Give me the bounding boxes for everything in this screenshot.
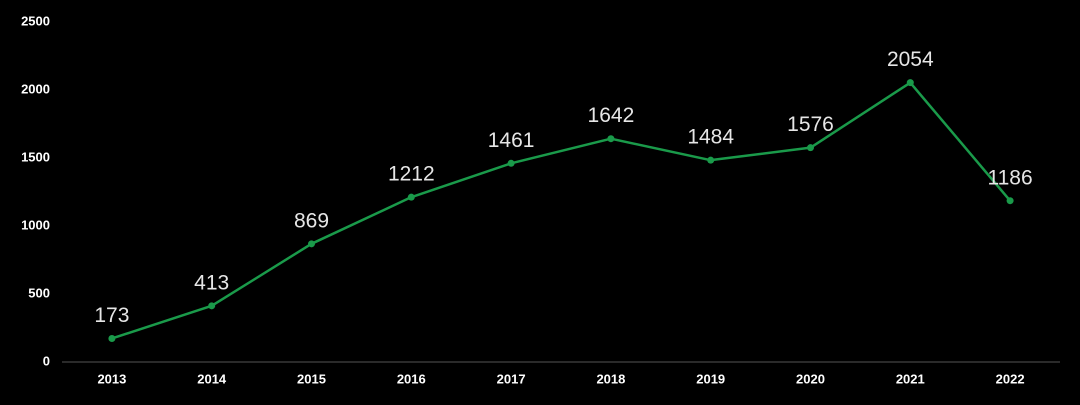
data-label: 413 — [194, 271, 229, 294]
point — [308, 240, 315, 248]
point — [208, 302, 216, 310]
y-tick-label: 2000 — [21, 81, 50, 96]
data-label: 2054 — [887, 48, 934, 71]
data-label: 1212 — [388, 163, 435, 186]
y-tick-label: 2500 — [21, 13, 50, 28]
point — [607, 135, 615, 143]
y-tick-label: 500 — [28, 285, 50, 300]
x-tick-label: 2018 — [596, 371, 625, 386]
data-label: 1186 — [988, 166, 1033, 189]
point — [707, 156, 715, 164]
data-label: 173 — [94, 304, 129, 327]
point — [807, 144, 814, 152]
x-tick-label: 2013 — [97, 371, 126, 386]
point — [407, 193, 415, 201]
data-label: 1461 — [488, 129, 535, 152]
point — [108, 334, 116, 342]
line — [111, 81, 1012, 340]
x-tick-label: 2015 — [297, 371, 326, 386]
x-tick-label: 2019 — [696, 371, 725, 386]
y-tick-label: 1000 — [21, 217, 50, 232]
point — [507, 159, 515, 167]
x-tick-label: 2017 — [497, 371, 526, 386]
point — [1006, 197, 1014, 205]
data-label: 1576 — [787, 113, 834, 136]
data-label: 1484 — [687, 126, 734, 149]
point — [906, 79, 914, 87]
x-tick-label: 2014 — [197, 371, 227, 386]
y-tick-label: 0 — [43, 353, 50, 368]
x-tick-label: 2016 — [397, 371, 426, 386]
x-tick-label: 2020 — [796, 371, 825, 386]
y-tick-label: 1500 — [21, 149, 50, 164]
data-label: 869 — [294, 209, 329, 232]
x-tick-label: 2022 — [996, 371, 1025, 386]
x-tick-label: 2021 — [896, 371, 925, 386]
data-label: 1642 — [588, 104, 635, 127]
